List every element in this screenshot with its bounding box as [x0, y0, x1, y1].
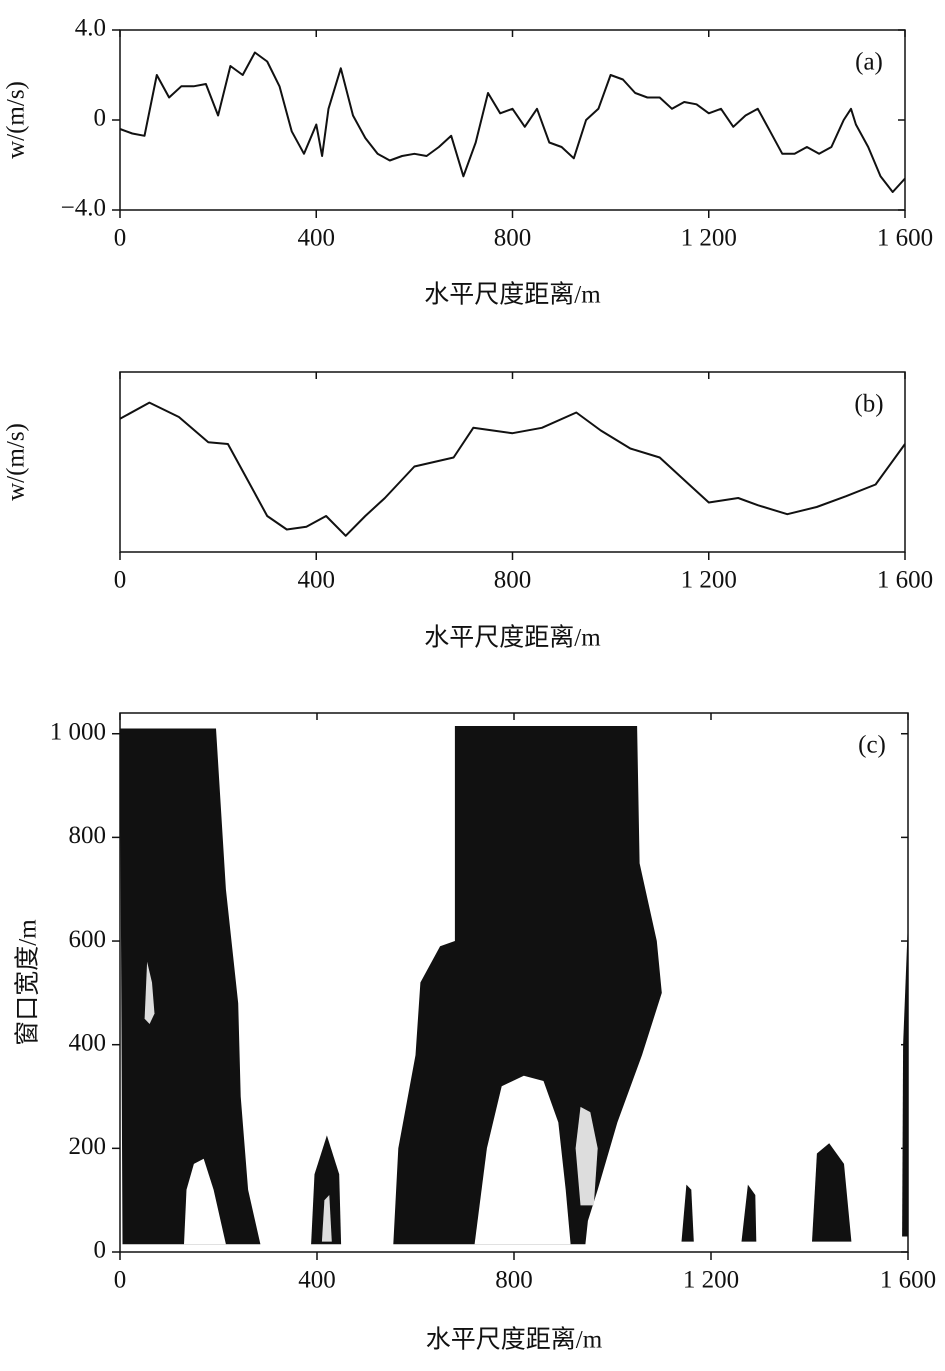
plot-area — [120, 726, 908, 1245]
x-tick-label: 1 200 — [681, 225, 737, 252]
x-axis-label: 水平尺度距离/m — [426, 1326, 603, 1354]
y-tick-label: 200 — [69, 1133, 107, 1160]
y-tick-label: 4.0 — [75, 15, 106, 42]
y-tick-label: 0 — [94, 105, 107, 132]
region — [812, 1143, 852, 1242]
x-axis-label: 水平尺度距离/m — [424, 281, 601, 309]
plot-frame — [119, 29, 906, 211]
panel: 0 400 800 1 200 1 600 0 200 400 600 800 1 000 水平尺度距… — [14, 712, 936, 1354]
data-line — [120, 401, 905, 537]
x-tick-label: 0 — [114, 567, 127, 594]
x-tick-label: 400 — [298, 567, 336, 594]
y-tick-label: 1 000 — [50, 718, 106, 745]
x-tick-label: 1 600 — [880, 1267, 936, 1294]
y-tick-label: 0 — [94, 1237, 107, 1264]
region — [144, 961, 155, 1024]
region — [575, 1106, 598, 1206]
region — [311, 1135, 342, 1245]
y-tick-label: −4.0 — [61, 195, 106, 222]
panel: 0 400 800 1 200 1 600 水平尺度距离/m w/(m/s) (b) — [3, 371, 933, 652]
panel-annotation: (a) — [855, 49, 883, 76]
region — [120, 728, 261, 1245]
x-tick-label: 1 600 — [877, 225, 933, 252]
x-axis-label: 水平尺度距离/m — [424, 624, 601, 652]
y-tick-label: 600 — [69, 926, 107, 953]
x-tick-label: 0 — [114, 225, 127, 252]
region — [474, 1075, 571, 1245]
x-tick-label: 800 — [494, 567, 532, 594]
region — [902, 920, 908, 1237]
plot-area — [120, 51, 905, 193]
x-tick-label: 400 — [298, 225, 336, 252]
y-axis-label: w/(m/s) — [3, 423, 30, 501]
region — [321, 1195, 332, 1242]
x-tick-label: 800 — [494, 225, 532, 252]
panel-annotation: (b) — [854, 391, 883, 418]
y-axis-label: 窗口宽度/m — [14, 919, 42, 1046]
panel-annotation: (c) — [858, 732, 886, 759]
x-tick-label: 1 200 — [683, 1267, 739, 1294]
region — [741, 1184, 757, 1242]
x-tick-label: 400 — [298, 1267, 336, 1294]
x-tick-label: 1 600 — [877, 567, 933, 594]
x-tick-label: 1 200 — [681, 567, 737, 594]
region — [184, 1158, 226, 1245]
y-tick-label: 800 — [69, 822, 107, 849]
region — [681, 1184, 694, 1242]
x-tick-label: 0 — [114, 1267, 127, 1294]
region — [393, 726, 662, 1245]
y-tick-label: 400 — [69, 1029, 107, 1056]
y-axis-label: w/(m/s) — [3, 81, 30, 159]
plot-area — [120, 401, 905, 537]
panel: 0 400 800 1 200 1 600 −4.0 0 4.0 水平尺度距离/m w/(m/s)… — [3, 15, 933, 309]
x-tick-label: 800 — [495, 1267, 533, 1294]
data-line — [120, 51, 905, 193]
